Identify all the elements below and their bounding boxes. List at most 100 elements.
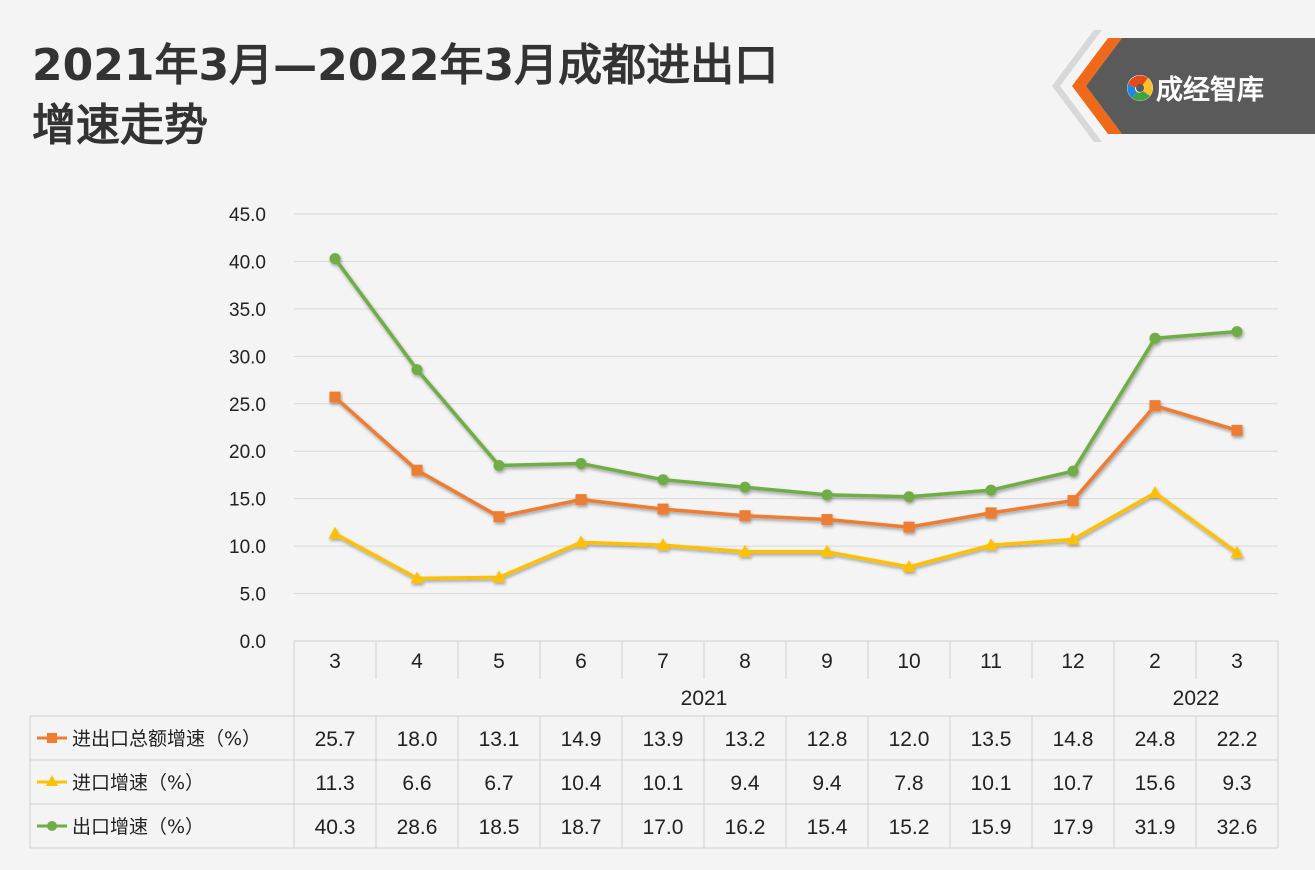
- data-point: [1230, 545, 1244, 558]
- x-tick-label: 7: [657, 650, 669, 673]
- data-point: [984, 538, 998, 551]
- y-tick-label: 10.0: [229, 537, 266, 558]
- x-tick-label: 4: [411, 650, 423, 673]
- y-tick-label: 25.0: [229, 395, 266, 416]
- logo-badge: [1052, 30, 1315, 142]
- data-point: [411, 364, 423, 376]
- data-point: [739, 510, 751, 522]
- data-point: [820, 544, 834, 557]
- x-tick-label: 11: [980, 650, 1002, 673]
- legend-label: 进出口总额增速（%）: [72, 728, 261, 750]
- data-point: [575, 494, 587, 506]
- x-tick-label: 6: [575, 650, 587, 673]
- data-label: 18.0: [397, 728, 438, 751]
- legend-marker: [47, 821, 57, 831]
- data-point: [1231, 424, 1243, 436]
- x-tick-label: 2: [1149, 650, 1161, 673]
- data-point: [1066, 532, 1080, 545]
- data-label: 17.9: [1053, 816, 1094, 839]
- series-line: [333, 257, 1238, 499]
- data-label: 12.0: [889, 728, 930, 751]
- data-point: [329, 253, 341, 265]
- data-label: 14.9: [561, 728, 602, 751]
- data-point: [985, 484, 997, 496]
- legend-marker: [47, 733, 57, 743]
- data-label: 6.6: [402, 772, 431, 795]
- data-point: [985, 507, 997, 519]
- legend-label: 出口增速（%）: [72, 816, 204, 838]
- data-point: [902, 559, 916, 572]
- data-label: 22.2: [1217, 728, 1258, 751]
- data-point: [1149, 400, 1161, 412]
- data-label: 18.7: [561, 816, 602, 839]
- legend-key: [37, 821, 67, 831]
- legend-label: 进口增速（%）: [72, 772, 204, 794]
- series-2: [329, 253, 1243, 503]
- y-axis-ticks: 0.0 5.0 10.0 15.0 20.0 25.0 30.0 35.0 40.0 45.0: [229, 205, 266, 653]
- swirl-logo-icon: [1127, 75, 1153, 101]
- data-label: 15.9: [971, 816, 1012, 839]
- data-label: 17.0: [643, 816, 684, 839]
- data-label: 10.1: [971, 772, 1012, 795]
- data-label: 13.5: [971, 728, 1012, 751]
- data-label: 40.3: [315, 816, 356, 839]
- data-point: [1067, 495, 1079, 507]
- data-label: 25.7: [315, 728, 356, 751]
- data-point: [903, 521, 915, 533]
- data-point: [493, 459, 505, 471]
- chart-title: 2021年3月—2022年3月成都进出口 增速走势: [32, 36, 778, 156]
- title-line-1: 2021年3月—2022年3月成都进出口: [32, 40, 779, 91]
- data-point: [1231, 326, 1243, 338]
- year-group-label: 2021: [681, 687, 728, 710]
- data-point: [1148, 485, 1162, 498]
- x-tick-label: 3: [329, 650, 341, 673]
- data-point: [329, 391, 341, 403]
- series-0: [329, 391, 1243, 533]
- y-tick-label: 20.0: [229, 442, 266, 463]
- data-point: [492, 570, 506, 583]
- data-label: 18.5: [479, 816, 520, 839]
- series-lines: [328, 253, 1244, 584]
- y-tick-label: 30.0: [229, 347, 266, 368]
- y-tick-label: 40.0: [229, 252, 266, 273]
- legend-key: [37, 775, 67, 786]
- data-label: 32.6: [1217, 816, 1258, 839]
- data-label: 9.4: [730, 772, 760, 795]
- logo-text: 成经智库: [1156, 75, 1264, 106]
- data-point: [574, 535, 588, 548]
- data-label: 6.7: [484, 772, 513, 795]
- series-line: [333, 395, 1238, 529]
- data-label: 15.4: [807, 816, 848, 839]
- y-tick-label: 0.0: [240, 632, 266, 653]
- data-label: 7.8: [894, 772, 923, 795]
- data-point: [738, 544, 752, 557]
- data-point: [903, 491, 915, 503]
- data-point: [821, 489, 833, 501]
- series-1: [328, 485, 1244, 584]
- x-tick-label: 9: [821, 650, 833, 673]
- data-point: [575, 458, 587, 470]
- y-tick-label: 15.0: [229, 490, 266, 511]
- data-label: 13.2: [725, 728, 766, 751]
- data-label: 31.9: [1135, 816, 1176, 839]
- data-label: 24.8: [1135, 728, 1176, 751]
- x-tick-label: 8: [739, 650, 751, 673]
- data-label: 10.1: [643, 772, 684, 795]
- data-point: [493, 511, 505, 523]
- data-point: [1067, 465, 1079, 477]
- data-label: 15.2: [889, 816, 930, 839]
- data-table: 3 4 5 6 7 8 9 10 11 12 2 3 2021 2022 进出口总额增速（%） 25.7 18.…: [29, 640, 1279, 849]
- data-label: 9.3: [1222, 772, 1251, 795]
- data-label: 13.1: [479, 728, 520, 751]
- y-tick-label: 45.0: [229, 205, 266, 226]
- data-label: 13.9: [643, 728, 684, 751]
- data-label: 10.7: [1053, 772, 1094, 795]
- data-point: [410, 571, 424, 584]
- data-label: 14.8: [1053, 728, 1094, 751]
- x-tick-label: 12: [1061, 650, 1084, 673]
- x-tick-label: 10: [897, 650, 920, 673]
- year-group-label: 2022: [1173, 687, 1220, 710]
- legend-marker: [46, 775, 58, 786]
- data-point: [821, 514, 833, 526]
- data-label: 9.4: [812, 772, 842, 795]
